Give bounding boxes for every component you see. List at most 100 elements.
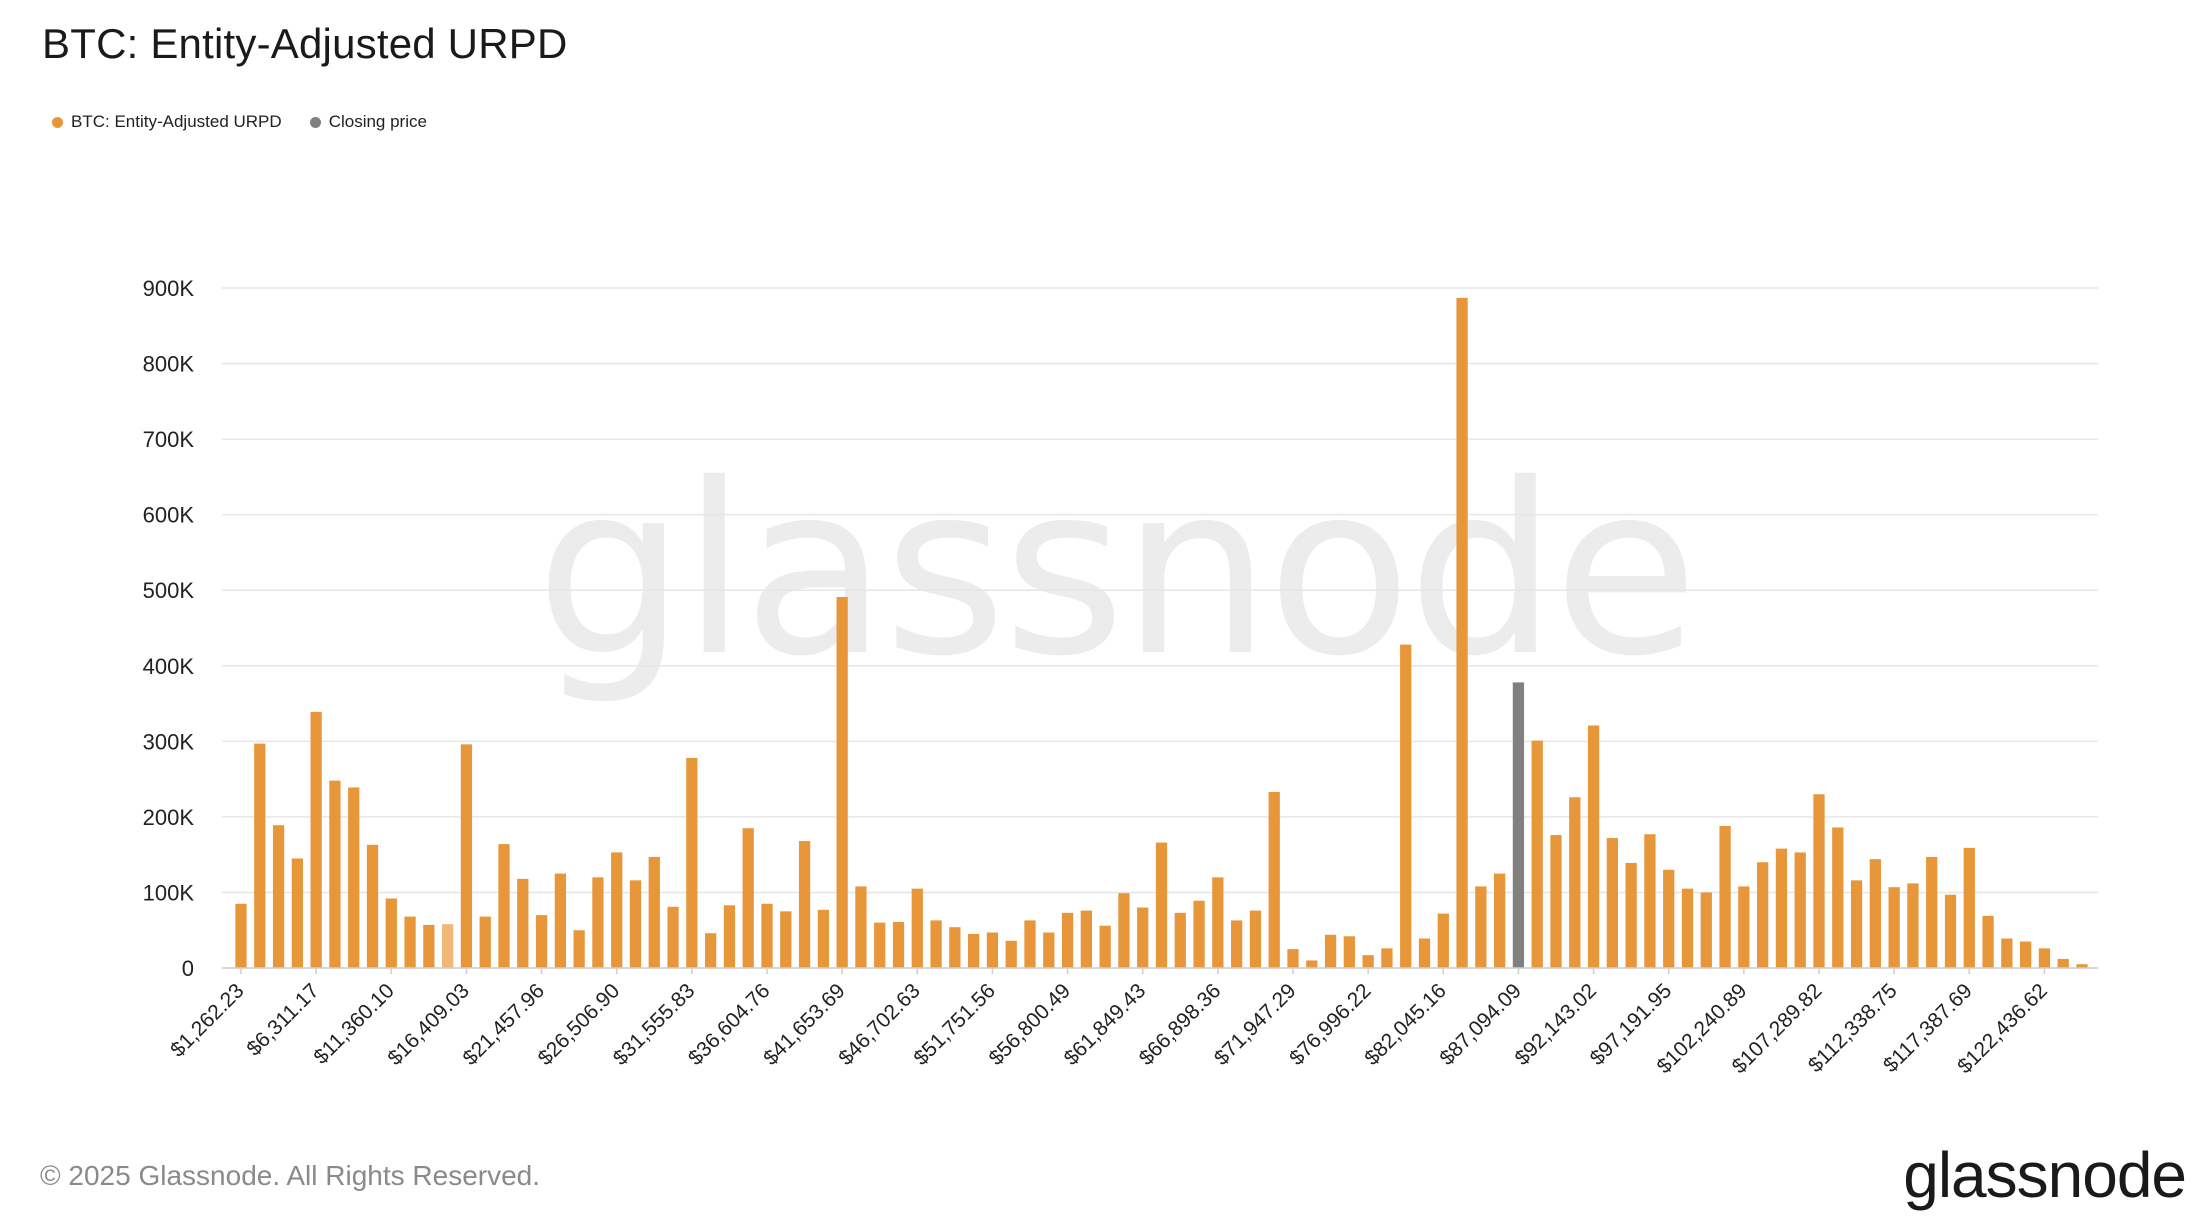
bar[interactable] — [2020, 941, 2032, 968]
bar[interactable] — [986, 932, 999, 968]
bar[interactable] — [1212, 877, 1224, 968]
bar[interactable] — [1024, 920, 1036, 968]
bar[interactable] — [479, 916, 491, 968]
bar[interactable] — [1099, 925, 1111, 968]
bar[interactable] — [1531, 740, 1543, 968]
bar[interactable] — [1625, 862, 1637, 968]
bar[interactable] — [780, 911, 792, 968]
bar[interactable] — [2076, 964, 2088, 968]
bar[interactable] — [1681, 888, 1694, 968]
bar[interactable] — [855, 886, 867, 968]
bar[interactable] — [1137, 907, 1149, 968]
bar[interactable] — [1982, 915, 1994, 968]
bar[interactable] — [968, 934, 980, 968]
bar[interactable] — [648, 856, 660, 968]
bar[interactable] — [1061, 912, 1074, 968]
bar[interactable] — [1418, 938, 1431, 968]
bar[interactable] — [1587, 725, 1600, 968]
bar[interactable] — [1775, 848, 1788, 968]
bar[interactable] — [1287, 949, 1299, 968]
bar[interactable] — [892, 921, 905, 968]
bar[interactable] — [1249, 910, 1262, 968]
bar[interactable] — [874, 922, 886, 968]
bar[interactable] — [573, 930, 585, 968]
bar[interactable] — [1606, 838, 1618, 968]
bar[interactable] — [1231, 920, 1243, 968]
bar[interactable] — [1888, 887, 1900, 968]
bar[interactable] — [517, 878, 529, 968]
bar[interactable] — [442, 924, 454, 968]
bar[interactable] — [611, 852, 623, 968]
bar[interactable] — [705, 933, 717, 968]
bar[interactable] — [1174, 912, 1186, 968]
bar[interactable] — [1437, 913, 1449, 968]
bar[interactable] — [254, 743, 266, 968]
bar[interactable] — [1005, 940, 1017, 968]
bar[interactable] — [817, 909, 829, 968]
bar[interactable] — [761, 903, 773, 968]
legend-item-urpd[interactable]: BTC: Entity-Adjusted URPD — [52, 112, 282, 132]
bar[interactable] — [1794, 852, 1806, 968]
bar[interactable] — [592, 877, 604, 968]
bar[interactable] — [686, 757, 698, 968]
bar[interactable] — [2057, 958, 2069, 968]
bar[interactable] — [629, 880, 642, 968]
closing-price-bar[interactable] — [1512, 682, 1525, 968]
legend-item-closing-price[interactable]: Closing price — [309, 112, 427, 132]
bar[interactable] — [404, 916, 416, 968]
bar[interactable] — [1155, 842, 1168, 968]
bar[interactable] — [1832, 827, 1844, 968]
bar[interactable] — [1869, 859, 1881, 968]
bar[interactable] — [554, 873, 566, 968]
bar[interactable] — [498, 844, 510, 968]
bar[interactable] — [1193, 900, 1205, 968]
bar[interactable] — [1118, 893, 1130, 968]
bar[interactable] — [1569, 797, 1581, 968]
bar[interactable] — [1043, 932, 1055, 968]
bar[interactable] — [1456, 297, 1468, 968]
bar[interactable] — [460, 744, 473, 968]
bar[interactable] — [2038, 948, 2051, 968]
bar[interactable] — [1926, 856, 1938, 968]
bar[interactable] — [1850, 880, 1863, 968]
bar[interactable] — [1738, 886, 1750, 968]
bar[interactable] — [911, 888, 923, 968]
bar[interactable] — [1494, 873, 1506, 968]
bar[interactable] — [798, 841, 811, 968]
bar[interactable] — [930, 920, 942, 968]
bar[interactable] — [1324, 934, 1337, 968]
bar[interactable] — [1550, 835, 1562, 968]
bar[interactable] — [1343, 936, 1355, 968]
bar[interactable] — [1362, 955, 1374, 968]
bar[interactable] — [1080, 910, 1092, 968]
bar[interactable] — [1475, 886, 1487, 968]
bar[interactable] — [423, 924, 435, 968]
bar[interactable] — [1663, 869, 1675, 968]
bar[interactable] — [329, 780, 341, 968]
bar[interactable] — [1813, 794, 1825, 968]
bar[interactable] — [742, 828, 754, 968]
bar[interactable] — [385, 898, 397, 968]
bar[interactable] — [291, 858, 303, 968]
bar[interactable] — [1400, 644, 1412, 968]
bar[interactable] — [366, 844, 379, 968]
bar[interactable] — [1944, 894, 1957, 968]
bar[interactable] — [1719, 825, 1731, 968]
bar[interactable] — [667, 906, 679, 968]
bar[interactable] — [1963, 847, 1975, 968]
bar[interactable] — [235, 903, 247, 968]
bar[interactable] — [836, 597, 848, 968]
bar[interactable] — [310, 711, 322, 968]
bar[interactable] — [2001, 938, 2013, 968]
bar[interactable] — [1644, 834, 1656, 968]
bar[interactable] — [535, 915, 548, 968]
bar[interactable] — [1907, 883, 1919, 968]
bar[interactable] — [949, 927, 961, 968]
bar[interactable] — [723, 905, 736, 968]
bar[interactable] — [1757, 862, 1769, 968]
bar[interactable] — [1306, 960, 1318, 968]
bar[interactable] — [272, 825, 285, 968]
bar[interactable] — [1381, 948, 1393, 968]
bar[interactable] — [1700, 892, 1712, 968]
bar[interactable] — [1268, 791, 1280, 968]
